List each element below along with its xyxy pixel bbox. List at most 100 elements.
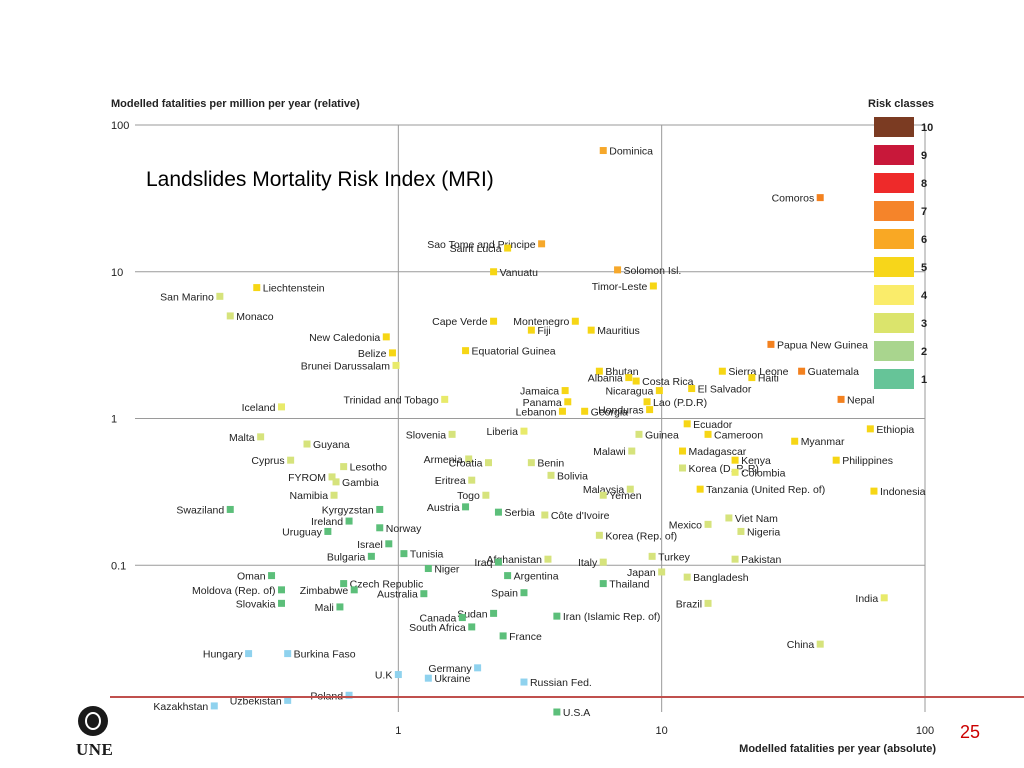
point-label: Vanuatu — [500, 267, 538, 279]
point-label: Slovenia — [406, 429, 446, 441]
data-point — [345, 517, 353, 525]
data-point — [420, 590, 428, 598]
data-point — [226, 505, 234, 513]
point-label: Ukraine — [434, 673, 470, 685]
data-point — [490, 268, 498, 276]
point-label: Panama — [523, 397, 562, 409]
data-point — [465, 455, 473, 463]
data-point — [527, 459, 535, 467]
point-label: San Marino — [160, 291, 214, 303]
data-point — [599, 147, 607, 155]
point-label: Lao (P.D.R) — [653, 397, 707, 409]
point-label: Myanmar — [801, 436, 845, 448]
data-point — [558, 407, 566, 415]
data-point — [625, 374, 633, 382]
data-point — [284, 696, 292, 704]
data-point — [798, 367, 806, 375]
data-point — [376, 505, 384, 513]
point-label: Swaziland — [176, 504, 224, 516]
data-point — [870, 487, 878, 495]
point-label: Costa Rica — [642, 376, 694, 388]
point-label: Iceland — [242, 402, 276, 414]
point-label: Canada — [420, 613, 457, 625]
data-point — [696, 485, 704, 493]
x-axis-ticks: 1 10 100 — [395, 725, 934, 737]
point-label: Sierra Leone — [728, 366, 788, 378]
data-point — [704, 520, 712, 528]
point-label: Viet Nam — [735, 513, 778, 525]
y-tick-label: 1 — [111, 414, 117, 426]
point-label: China — [787, 639, 815, 651]
point-label: Russian Fed. — [530, 677, 592, 689]
point-label: Hungary — [203, 649, 243, 661]
data-point — [731, 555, 739, 563]
data-point — [725, 514, 733, 522]
data-point — [328, 473, 336, 481]
point-label: Moldova (Rep. of) — [192, 585, 275, 597]
point-label: Ireland — [311, 516, 343, 528]
point-label: Albania — [588, 373, 623, 385]
point-label: Mali — [315, 602, 334, 614]
point-label: U.K — [375, 670, 393, 682]
y-tick-label: 0.1 — [111, 560, 126, 572]
data-point — [564, 398, 572, 406]
point-label: Burkina Faso — [294, 649, 356, 661]
legend-swatch — [874, 313, 914, 333]
data-point — [388, 349, 396, 357]
point-label: Liechtenstein — [263, 283, 325, 295]
point-label: Ethiopia — [876, 424, 914, 436]
legend-class-label: 10 — [921, 122, 933, 134]
data-point — [595, 367, 603, 375]
point-label: Argentina — [514, 571, 559, 583]
data-point — [340, 463, 348, 471]
point-label: Serbia — [504, 507, 535, 519]
point-label: Kyrgyzstan — [322, 504, 374, 516]
point-label: Cameroon — [714, 429, 763, 441]
point-label: Lebanon — [516, 406, 557, 418]
point-label: Spain — [491, 588, 518, 600]
point-label: Italy — [578, 557, 598, 569]
data-point — [504, 244, 512, 252]
data-point — [468, 476, 476, 484]
chart-title: Landslides Mortality Risk Index (MRI) — [146, 168, 494, 191]
legend-class-label: 1 — [921, 374, 927, 386]
data-point — [688, 385, 696, 393]
data-point — [253, 284, 261, 292]
data-point — [303, 440, 311, 448]
data-point — [485, 459, 493, 467]
data-point — [718, 367, 726, 375]
data-point — [599, 558, 607, 566]
point-label: Eritrea — [435, 475, 466, 487]
x-tick-label: 10 — [656, 725, 668, 737]
data-point — [649, 282, 657, 290]
point-label: Monaco — [236, 311, 274, 323]
data-point — [832, 456, 840, 464]
data-point — [277, 403, 285, 411]
point-label: Afghanistan — [486, 554, 542, 566]
point-label: Lesotho — [350, 462, 388, 474]
data-point — [520, 678, 528, 686]
y-axis-ticks: 100 10 1 0.1 — [111, 120, 129, 572]
data-point — [277, 586, 285, 594]
data-point — [683, 420, 691, 428]
point-label: New Caledonia — [309, 332, 380, 344]
legend-class-label: 5 — [921, 262, 927, 274]
x-tick-label: 100 — [916, 725, 934, 737]
data-point — [482, 491, 490, 499]
point-label: Madagascar — [689, 446, 747, 458]
data-point — [683, 573, 691, 581]
point-label: Oman — [237, 571, 266, 583]
point-label: Philippines — [842, 455, 893, 467]
data-point — [330, 491, 338, 499]
data-point — [581, 407, 589, 415]
point-label: Gambia — [342, 477, 379, 489]
data-point — [679, 447, 687, 455]
point-label: Zimbabwe — [300, 585, 349, 597]
data-point — [866, 425, 874, 433]
unep-logo: UNE — [74, 702, 136, 762]
point-label: Belize — [358, 348, 387, 360]
point-label: Israel — [357, 539, 383, 551]
legend-swatch — [874, 145, 914, 165]
data-point — [400, 550, 408, 558]
data-point — [210, 702, 218, 710]
